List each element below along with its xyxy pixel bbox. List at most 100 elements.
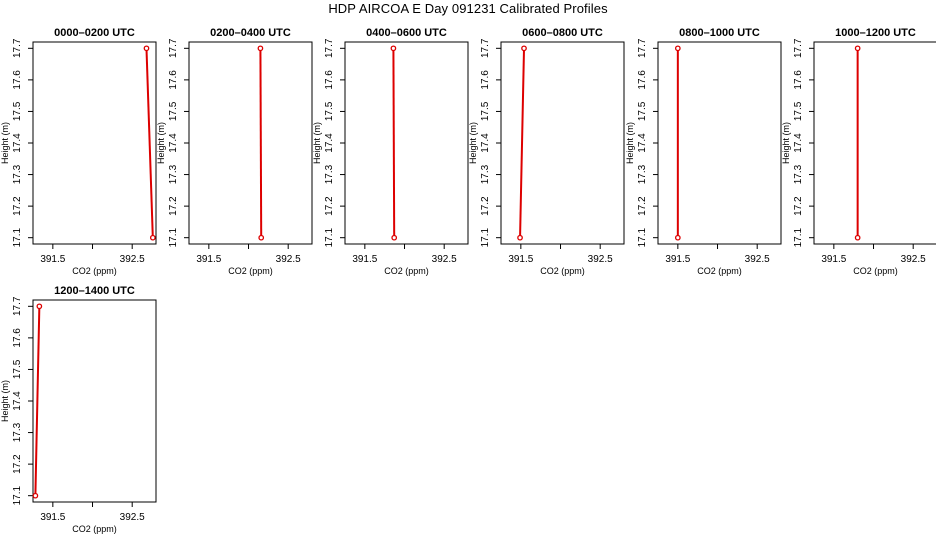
x-tick-label: 392.5 — [120, 254, 145, 265]
plot-frame — [813, 41, 936, 245]
profile-panel: 0400–0600 UTC 391.5 392.5 17.1 17.2 17.3 17.4 1… — [312, 27, 469, 276]
profile-point — [257, 45, 264, 52]
x-tick-label: 392.5 — [745, 254, 770, 265]
profile-point — [258, 234, 265, 241]
y-tick-label: 17.6 — [12, 70, 23, 90]
y-axis-label: Height (m) — [0, 122, 10, 164]
profile-panel: 0800–1000 UTC 391.5 392.5 17.1 17.2 17.3 17.4 1… — [625, 27, 782, 276]
y-tick-label: 17.7 — [12, 296, 23, 316]
y-axis-label: Height (m) — [156, 122, 166, 164]
y-tick-label: 17.1 — [12, 486, 23, 506]
y-tick-label: 17.3 — [12, 422, 23, 442]
profile-point — [674, 45, 681, 52]
y-tick-label: 17.5 — [324, 101, 335, 121]
y-tick-label: 17.4 — [168, 133, 179, 153]
y-tick-label: 17.6 — [637, 70, 648, 90]
x-axis-label: CO2 (ppm) — [697, 266, 742, 276]
profile-line — [259, 48, 263, 238]
y-tick-label: 17.2 — [168, 196, 179, 216]
panel-title: 0800–1000 UTC — [679, 27, 760, 39]
y-tick-label: 17.5 — [12, 359, 23, 379]
y-tick-label: 17.3 — [12, 164, 23, 184]
y-tick-label: 17.6 — [12, 328, 23, 348]
profile-line — [145, 48, 154, 238]
panel-title: 0000–0200 UTC — [54, 27, 135, 39]
x-tick-label: 392.5 — [276, 254, 301, 265]
y-tick-label: 17.1 — [12, 228, 23, 248]
profile-line — [519, 48, 526, 238]
y-tick-label: 17.2 — [12, 454, 23, 474]
y-tick-label: 17.5 — [168, 101, 179, 121]
profile-point — [854, 45, 861, 52]
y-tick-label: 17.4 — [480, 133, 491, 153]
y-tick-label: 17.6 — [324, 70, 335, 90]
plot-frame — [500, 41, 625, 245]
x-tick-label: 391.5 — [352, 254, 377, 265]
x-axis-label: CO2 (ppm) — [72, 524, 117, 534]
y-tick-label: 17.3 — [637, 164, 648, 184]
profile-point — [149, 234, 156, 241]
y-tick-label: 17.4 — [637, 133, 648, 153]
y-axis-label: Height (m) — [625, 122, 635, 164]
y-tick-label: 17.7 — [793, 38, 804, 58]
page-title: HDP AIRCOA E Day 091231 Calibrated Profi… — [328, 1, 608, 16]
x-tick-label: 392.5 — [588, 254, 613, 265]
plot-frame — [188, 41, 313, 245]
profile-point — [391, 234, 398, 241]
profile-point — [390, 45, 397, 52]
x-tick-label: 391.5 — [821, 254, 846, 265]
y-tick-label: 17.3 — [324, 164, 335, 184]
y-tick-label: 17.4 — [12, 133, 23, 153]
panel-title: 0600–0800 UTC — [522, 27, 603, 39]
x-tick-label: 391.5 — [40, 254, 65, 265]
y-tick-label: 17.3 — [168, 164, 179, 184]
profile-panel: 0200–0400 UTC 391.5 392.5 17.1 17.2 17.3 17.4 1… — [156, 27, 313, 276]
y-tick-label: 17.7 — [168, 38, 179, 58]
x-axis-label: CO2 (ppm) — [384, 266, 429, 276]
y-tick-label: 17.3 — [793, 164, 804, 184]
profile-line — [34, 306, 41, 496]
x-tick-label: 391.5 — [665, 254, 690, 265]
y-axis-label: Height (m) — [468, 122, 478, 164]
y-tick-label: 17.5 — [12, 101, 23, 121]
y-axis-label: Height (m) — [0, 380, 10, 422]
x-axis-label: CO2 (ppm) — [540, 266, 585, 276]
profile-line — [392, 48, 396, 238]
y-tick-label: 17.2 — [480, 196, 491, 216]
y-tick-label: 17.6 — [480, 70, 491, 90]
y-tick-label: 17.6 — [168, 70, 179, 90]
y-tick-label: 17.5 — [480, 101, 491, 121]
profile-point — [36, 303, 43, 310]
x-tick-label: 392.5 — [432, 254, 457, 265]
y-tick-label: 17.2 — [324, 196, 335, 216]
plot-frame — [32, 41, 157, 245]
plot-frame — [657, 41, 782, 245]
profile-panel: 1000–1200 UTC 391.5 392.5 17.1 17.2 17.3 17.4 1… — [781, 27, 936, 276]
plot-frame — [344, 41, 469, 245]
y-tick-label: 17.7 — [324, 38, 335, 58]
y-tick-label: 17.2 — [793, 196, 804, 216]
y-tick-label: 17.6 — [793, 70, 804, 90]
profile-panel: 1200–1400 UTC 391.5 392.5 17.1 17.2 17.3 17.4 1… — [0, 285, 157, 534]
profile-point — [674, 234, 681, 241]
x-axis-label: CO2 (ppm) — [72, 266, 117, 276]
y-tick-label: 17.4 — [324, 133, 335, 153]
plot-frame — [32, 299, 157, 503]
x-axis-label: CO2 (ppm) — [228, 266, 273, 276]
y-tick-label: 17.1 — [168, 228, 179, 248]
panel-title: 0400–0600 UTC — [366, 27, 447, 39]
profile-panel: 0600–0800 UTC 391.5 392.5 17.1 17.2 17.3 17.4 1… — [468, 27, 625, 276]
panel-title: 1200–1400 UTC — [54, 285, 135, 297]
y-tick-label: 17.2 — [12, 196, 23, 216]
y-tick-label: 17.5 — [793, 101, 804, 121]
y-tick-label: 17.4 — [793, 133, 804, 153]
y-axis-label: Height (m) — [312, 122, 322, 164]
profile-point — [854, 234, 861, 241]
x-axis-label: CO2 (ppm) — [853, 266, 898, 276]
profile-point — [32, 492, 39, 499]
y-tick-label: 17.1 — [324, 228, 335, 248]
profile-point — [143, 45, 150, 52]
panel-title: 0200–0400 UTC — [210, 27, 291, 39]
y-tick-label: 17.1 — [637, 228, 648, 248]
